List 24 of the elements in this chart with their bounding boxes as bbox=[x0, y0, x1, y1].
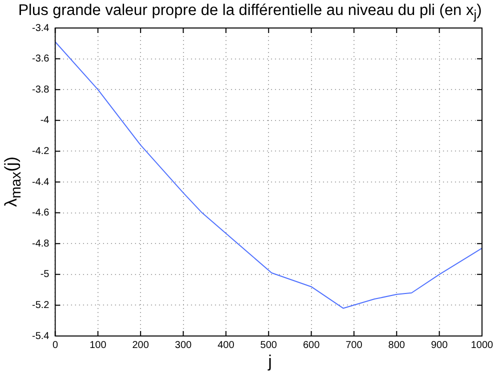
x-tick-label: 800 bbox=[388, 340, 406, 351]
y-tick-label: -5.2 bbox=[32, 300, 50, 311]
x-tick-label: 500 bbox=[260, 340, 278, 351]
y-tick-label: -5 bbox=[40, 269, 50, 280]
y-tick-label: -4.4 bbox=[32, 176, 50, 188]
x-tick-label: 700 bbox=[346, 340, 363, 351]
x-tick-label: 900 bbox=[430, 340, 448, 351]
x-tick-label: 600 bbox=[302, 340, 320, 351]
x-tick-label: 300 bbox=[174, 340, 192, 351]
y-tick-label: -4.2 bbox=[32, 146, 50, 157]
x-tick-label: 0 bbox=[52, 340, 58, 351]
y-tick-label: -3.8 bbox=[32, 84, 50, 96]
y-tick-label: -4 bbox=[40, 115, 50, 126]
x-tick-label: 1000 bbox=[470, 340, 494, 351]
y-tick-label: -4.8 bbox=[32, 238, 50, 250]
x-axis-title: j bbox=[266, 352, 273, 372]
y-tick-label: -5.4 bbox=[32, 330, 50, 342]
y-tick-label: -3.4 bbox=[32, 22, 50, 34]
y-tick-label: -3.6 bbox=[32, 54, 50, 65]
x-tick-label: 200 bbox=[132, 340, 150, 351]
x-tick-label: 100 bbox=[90, 340, 107, 351]
x-tick-label: 400 bbox=[218, 340, 235, 351]
chart-title: Plus grande valeur propre de la différentielle au niveau du pli (en x$_{j}$) bbox=[17, 2, 483, 22]
y-tick-label: -4.6 bbox=[32, 208, 50, 219]
